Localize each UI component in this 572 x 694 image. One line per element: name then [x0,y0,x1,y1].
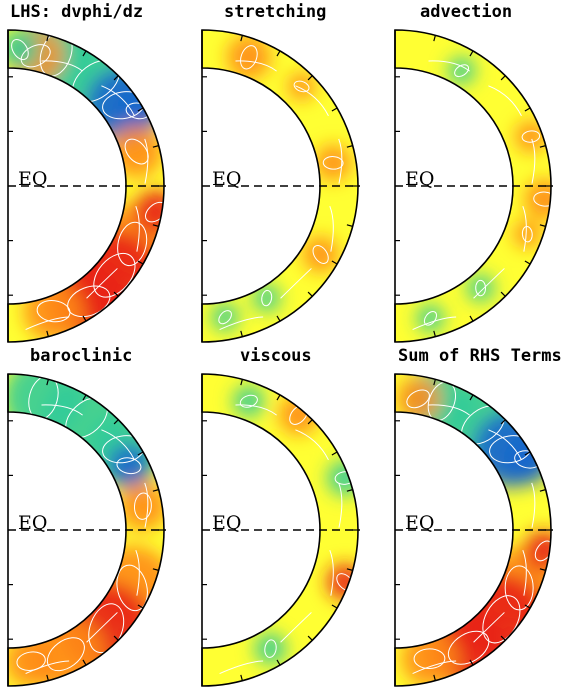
tick-mark [524,260,531,265]
tick-mark [82,659,87,666]
tick-mark [539,489,546,492]
tick-mark [346,568,353,571]
tick-mark [500,635,506,641]
panel-viscous: EQ [201,373,360,687]
equator-label: EQ [405,512,434,534]
tick-mark [500,419,506,425]
panel-sum-rhs: EQ [394,373,553,687]
shell-outline [7,373,165,687]
tick-mark [331,451,338,456]
tick-mark [152,568,159,571]
title-stretching: stretching [224,2,327,22]
equator-label: EQ [18,168,47,190]
tick-mark [276,659,281,666]
shell-outline [7,29,165,343]
tick-mark [113,635,119,641]
tick-mark [152,489,159,492]
tick-mark [152,145,159,148]
shell-outline [394,373,552,687]
tick-mark [113,75,119,81]
tick-mark [433,379,436,386]
tick-mark [539,568,546,571]
tick-mark [433,330,436,337]
equator-label: EQ [18,512,47,534]
tick-mark [276,50,281,57]
tick-mark [240,330,243,337]
tick-mark [469,315,474,322]
tick-mark [307,419,313,425]
tick-mark [137,260,144,265]
title-lhs: LHS: dvphi/dz [10,2,144,22]
shell-outline [201,29,359,343]
tick-mark [276,315,281,322]
panel-advection: EQ [394,29,553,343]
title-sum-rhs: Sum of RHS Terms [398,346,562,366]
tick-mark [307,75,313,81]
tick-mark [346,145,353,148]
tick-mark [346,489,353,492]
tick-mark [469,50,474,57]
tick-mark [240,379,243,386]
tick-mark [82,315,87,322]
tick-mark [331,107,338,112]
tick-mark [152,224,159,227]
tick-mark [433,35,436,42]
tick-mark [82,50,87,57]
tick-mark [113,291,119,297]
tick-mark [137,451,144,456]
equator-label: EQ [212,168,241,190]
tick-mark [82,394,87,401]
equator-label: EQ [405,168,434,190]
equator-label: EQ [212,512,241,534]
title-advection: advection [420,2,513,22]
shell-outline [201,373,359,687]
tick-mark [137,604,144,609]
tick-mark [113,419,119,425]
tick-mark [46,35,49,42]
panel-stretching: EQ [201,29,360,343]
tick-mark [469,394,474,401]
tick-mark [276,394,281,401]
tick-mark [524,604,531,609]
tick-mark [331,604,338,609]
tick-mark [46,330,49,337]
tick-mark [137,107,144,112]
tick-mark [524,451,531,456]
tick-mark [469,659,474,666]
tick-mark [433,674,436,681]
tick-mark [539,224,546,227]
tick-mark [500,291,506,297]
tick-mark [331,260,338,265]
shell-outline [394,29,552,343]
panel-lhs: EQ [7,29,166,343]
tick-mark [346,224,353,227]
tick-mark [524,107,531,112]
title-viscous: viscous [240,346,312,366]
tick-mark [307,291,313,297]
tick-mark [240,35,243,42]
tick-mark [539,145,546,148]
title-baroclinic: baroclinic [30,346,133,366]
tick-mark [46,674,49,681]
tick-mark [500,75,506,81]
tick-mark [240,674,243,681]
panel-baroclinic: EQ [7,373,166,687]
tick-mark [46,379,49,386]
tick-mark [307,635,313,641]
